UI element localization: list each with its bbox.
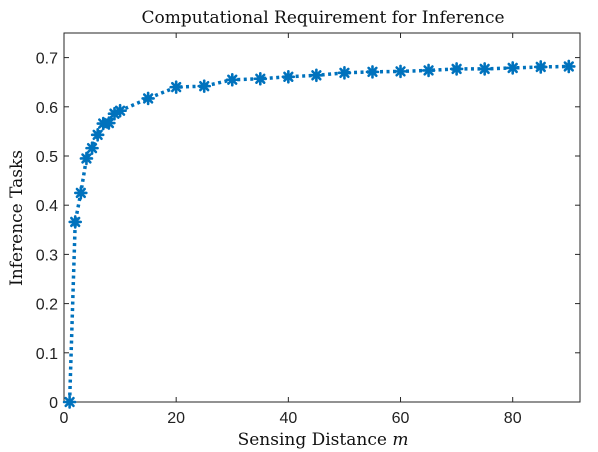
x-axis: 0 20 40 60 80 [60, 33, 522, 427]
x-tick-label: 0 [60, 410, 69, 427]
data-point [68, 215, 83, 229]
y-tick-label: 0.1 [36, 346, 58, 363]
x-axis-label-variable: m [392, 430, 408, 450]
plot-area [63, 32, 581, 403]
data-point [281, 69, 296, 84]
x-tick-label: 80 [504, 410, 522, 427]
data-point [505, 61, 520, 75]
x-tick-label: 40 [279, 410, 297, 427]
data-point [62, 395, 77, 409]
series-layer [62, 59, 576, 409]
data-point [365, 65, 380, 79]
data-point [253, 71, 268, 86]
data-point [74, 186, 88, 200]
y-axis: 0 0.1 0.2 0.3 0.4 0.5 0.6 0.7 [36, 51, 580, 412]
data-point [197, 79, 212, 93]
data-point [561, 59, 576, 74]
x-axis-label-main: Sensing Distance [238, 430, 393, 450]
data-point [309, 68, 324, 83]
y-tick-label: 0.5 [36, 149, 58, 166]
data-point [102, 116, 116, 130]
data-point [113, 103, 127, 118]
data-point [79, 151, 94, 166]
data-point [449, 62, 464, 76]
y-tick-label: 0.7 [36, 51, 58, 68]
data-point [141, 91, 155, 106]
chart-title: Computational Requirement for Inference [141, 8, 504, 28]
data-point [169, 80, 183, 94]
y-tick-label: 0 [49, 395, 58, 412]
y-tick-label: 0.2 [36, 297, 58, 314]
data-point [421, 63, 436, 78]
y-tick-label: 0.3 [36, 247, 58, 264]
data-point [533, 60, 548, 74]
data-point [85, 141, 99, 155]
y-axis-label: Inference Tasks [7, 150, 27, 286]
x-tick-label: 20 [167, 410, 185, 427]
data-point [225, 72, 240, 87]
data-point [477, 62, 492, 76]
x-tick-label: 60 [392, 410, 410, 427]
y-tick-label: 0.4 [36, 198, 58, 215]
plot-frame [63, 32, 581, 403]
data-point [90, 128, 105, 142]
y-tick-label: 0.6 [36, 100, 58, 117]
data-point [337, 66, 352, 80]
x-axis-label: Sensing Distance m [238, 430, 409, 450]
data-point [393, 64, 408, 79]
